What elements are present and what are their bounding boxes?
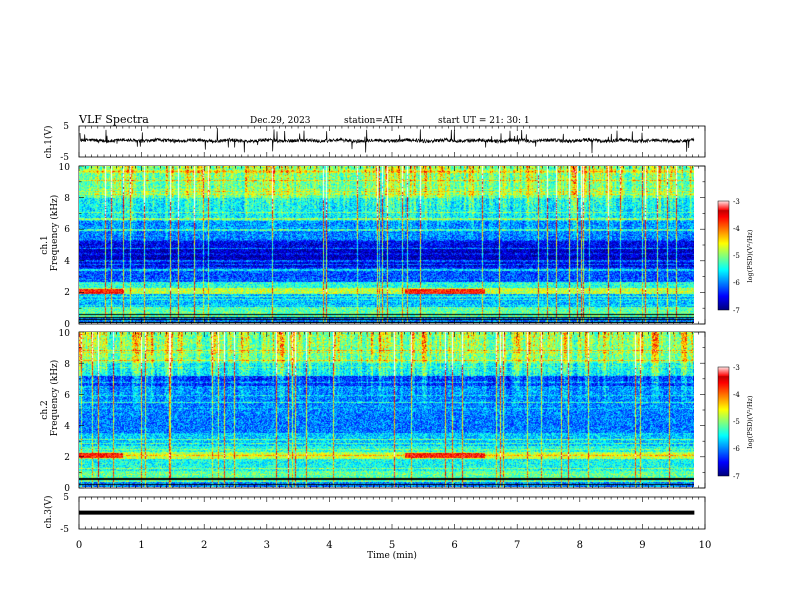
xtick-label: 9 (639, 540, 645, 551)
ch1-colorbar-tick-label: -6 (733, 279, 740, 287)
xtick-label: 1 (138, 540, 144, 551)
station-label: station=ATH (344, 116, 403, 126)
start-time-label: start UT = 21: 30: 1 (438, 116, 530, 126)
x-axis-label: Time (min) (367, 550, 417, 561)
ch2-colorbar-tick-label: -3 (733, 364, 740, 372)
ch2-colorbar-tick-label: -7 (733, 473, 740, 481)
spec1-ytick-label: 6 (64, 225, 70, 235)
ch1-colorbar-tick-label: -7 (733, 307, 740, 315)
ch1-ytick-label: 5 (63, 122, 69, 132)
spec1-ytick-label: 0 (64, 320, 70, 330)
ch1-colorbar-tick-label: -4 (733, 225, 740, 233)
xtick-label: 4 (326, 540, 332, 551)
xtick-label: 8 (577, 540, 583, 551)
ch1-colorbar-label: log(PSD)(V²/Hz) (746, 229, 754, 282)
spec1-ytick-label: 4 (64, 257, 70, 267)
xtick-label: 0 (76, 540, 82, 551)
ch2-colorbar-tick-label: -4 (733, 391, 740, 399)
spec1-ytick-label: 10 (59, 163, 71, 173)
ch3-ytick-label: 5 (63, 493, 69, 503)
ch1-spectrogram-heatmap (79, 166, 694, 323)
ch2-colorbar-frame (717, 366, 730, 477)
ch2-spectrogram-ylabel-channel: ch.2 (40, 400, 50, 419)
ch2-colorbar-label: log(PSD)(V²/Hz) (746, 395, 754, 448)
xtick-label: 2 (201, 540, 207, 551)
ch1-colorbar-frame (717, 200, 730, 311)
spec2-ytick-label: 8 (64, 360, 70, 370)
spec2-ytick-label: 0 (64, 484, 70, 494)
xtick-label: 10 (699, 540, 712, 551)
date-label: Dec.29, 2023 (250, 116, 311, 126)
ch2-spectrogram-ylabel-frequency: Frequency (kHz) (49, 360, 60, 437)
spec1-ytick-label: 2 (64, 288, 70, 298)
ch2-colorbar-tick-label: -5 (733, 418, 740, 426)
ch1-spectrogram-ylabel-frequency: Frequency (kHz) (49, 195, 60, 272)
ch1-waveform-ylabel: ch.1(V) (43, 126, 54, 159)
ch1-colorbar (718, 201, 729, 310)
spec2-ytick-label: 10 (59, 329, 71, 339)
ch3-ytick-label: -5 (60, 525, 69, 535)
ch2-colorbar-tick-label: -6 (733, 445, 740, 453)
ch2-colorbar (718, 367, 729, 476)
ch1-spectrogram-ylabel-channel: ch.1 (40, 235, 50, 254)
ch1-ytick-label: -5 (60, 153, 69, 163)
xtick-label: 6 (451, 540, 457, 551)
ch1-colorbar-tick-label: -5 (733, 252, 740, 260)
spec1-ytick-label: 8 (64, 194, 70, 204)
ch2-spectrogram-heatmap (79, 332, 694, 487)
spec2-ytick-label: 4 (64, 422, 70, 432)
spec2-ytick-label: 6 (64, 391, 70, 401)
ch3-waveform-ylabel: ch.3(V) (43, 496, 54, 529)
xtick-label: 5 (389, 540, 395, 551)
ch1-waveform-trace (79, 128, 695, 154)
axis-ticks (78, 126, 706, 529)
xtick-label: 7 (514, 540, 520, 551)
figure-title: VLF Spectra (78, 113, 149, 126)
spec2-ytick-label: 2 (64, 453, 70, 463)
xtick-label: 3 (264, 540, 270, 551)
ch1-colorbar-tick-label: -3 (733, 198, 740, 206)
